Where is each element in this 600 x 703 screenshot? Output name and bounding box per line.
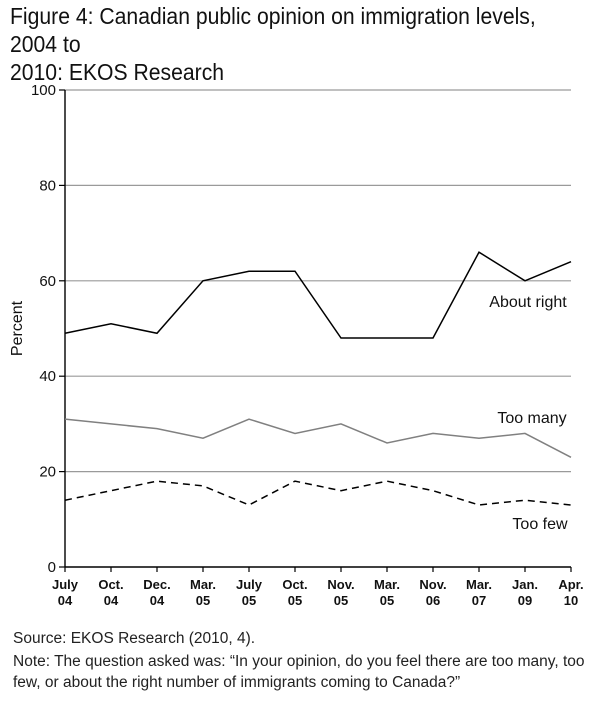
- chart-title-line-1: Figure 4: Canadian public opinion on imm…: [10, 3, 536, 57]
- x-tick-label-1-year: 04: [104, 593, 119, 608]
- x-tick-label-2-year: 04: [150, 593, 165, 608]
- series-line-about-right: [64, 251, 572, 339]
- x-tick-label-11-year: 10: [564, 593, 578, 608]
- x-tick-label-4-month: July: [236, 577, 263, 592]
- x-tick-label-9-month: Mar.: [466, 577, 492, 592]
- x-tick-label-0-month: July: [52, 577, 79, 592]
- chart-title-line-2: 2010: EKOS Research: [10, 59, 225, 85]
- chart-title: Figure 4: Canadian public opinion on imm…: [10, 2, 544, 86]
- x-tick-label-1-month: Oct.: [98, 577, 123, 592]
- y-tick-label-80: 80: [39, 177, 56, 194]
- y-tick-label-40: 40: [39, 368, 56, 385]
- x-tick-label-11-month: Apr.: [558, 577, 583, 592]
- question-note: Note: The question asked was: “In your o…: [13, 653, 585, 691]
- x-tick-label-5-month: Oct.: [282, 577, 307, 592]
- series-label-about-right: About right: [489, 294, 567, 311]
- x-tick-label-3-month: Mar.: [190, 577, 216, 592]
- x-tick-label-10-month: Jan.: [512, 577, 538, 592]
- x-tick-label-2-month: Dec.: [143, 577, 170, 592]
- x-tick-label-0-year: 04: [58, 593, 73, 608]
- x-tick-label-8-month: Nov.: [419, 577, 446, 592]
- series-label-too-few: Too few: [512, 516, 568, 533]
- series-line-too-many: [64, 418, 572, 458]
- x-tick-label-9-year: 07: [472, 593, 486, 608]
- x-tick-label-7-month: Mar.: [374, 577, 400, 592]
- y-tick-label-100: 100: [31, 82, 56, 99]
- series-label-too-many: Too many: [497, 410, 566, 427]
- y-tick-label-0: 0: [48, 559, 56, 576]
- source-note: Source: EKOS Research (2010, 4).: [13, 630, 256, 647]
- x-tick-label-6-year: 05: [334, 593, 348, 608]
- y-tick-label-60: 60: [39, 273, 56, 290]
- x-tick-label-4-year: 05: [242, 593, 256, 608]
- x-tick-label-8-year: 06: [426, 593, 440, 608]
- y-axis-label: Percent: [9, 300, 26, 356]
- x-tick-label-7-year: 05: [380, 593, 394, 608]
- y-tick-label-20: 20: [39, 464, 56, 481]
- x-tick-label-5-year: 05: [288, 593, 302, 608]
- series-line-too-few: [64, 480, 572, 506]
- x-tick-label-3-year: 05: [196, 593, 210, 608]
- x-tick-label-10-year: 09: [518, 593, 532, 608]
- x-tick-label-6-month: Nov.: [327, 577, 354, 592]
